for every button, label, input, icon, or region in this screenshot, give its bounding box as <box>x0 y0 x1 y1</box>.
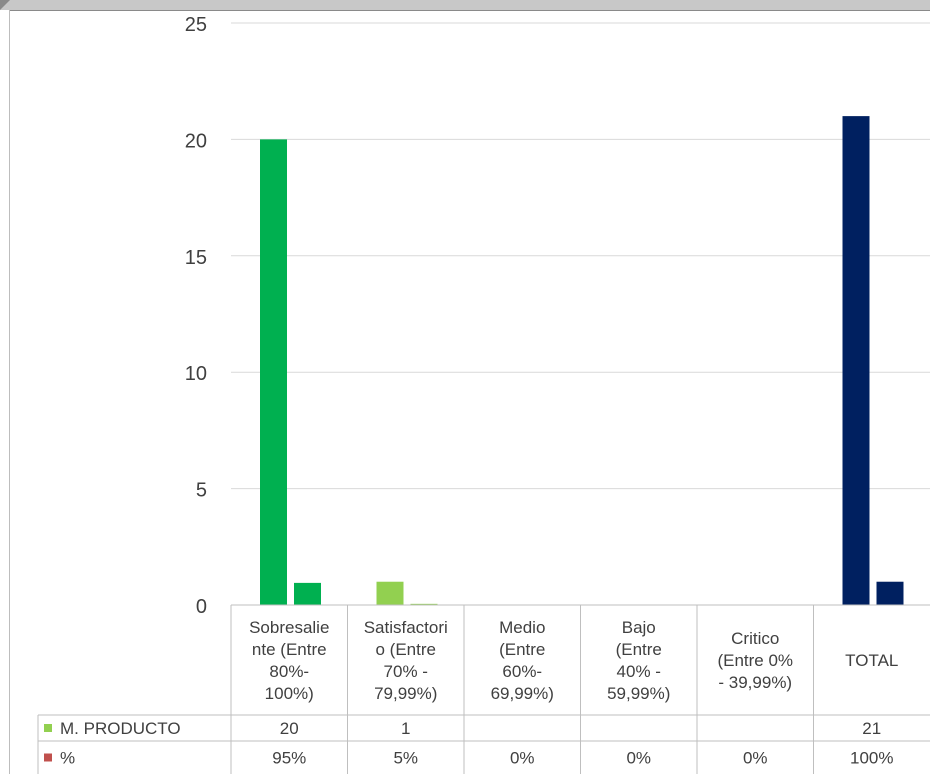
bar-m-producto <box>842 116 870 606</box>
bar-percent <box>294 582 321 605</box>
y-tick-label: 20 <box>185 130 207 152</box>
category-label: 79,99%) <box>374 684 437 703</box>
category-label: Bajo <box>622 618 656 637</box>
bar-percent <box>876 581 904 605</box>
category-label: nte (Entre <box>252 640 327 659</box>
category-label: o (Entre <box>376 640 436 659</box>
category-label: 80%- <box>269 662 309 681</box>
category-label: Medio <box>499 618 545 637</box>
y-tick-label: 15 <box>185 247 207 269</box>
table-cell: 20 <box>280 719 299 738</box>
bar-m-producto <box>260 139 287 605</box>
window-top-frame <box>0 0 930 11</box>
window-left-frame <box>0 10 10 774</box>
data-table: Sobresalie nte (Entre 80%- 100%) Satisfactor… <box>37 604 930 774</box>
y-tick-label: 10 <box>185 363 207 385</box>
table-cell: 0% <box>626 749 651 768</box>
category-label: (Entre <box>616 640 662 659</box>
y-tick-label: 25 <box>185 14 207 36</box>
table-cell: 21 <box>862 719 881 738</box>
category-label: 40% - <box>617 662 661 681</box>
table-cell: 5% <box>393 749 418 768</box>
category-label: Satisfactori <box>364 618 448 637</box>
category-label: TOTAL <box>845 651 898 670</box>
bar-m-producto <box>376 581 404 605</box>
category-label: (Entre 0% <box>717 651 793 670</box>
bar-percent <box>410 603 438 605</box>
category-label: 70% - <box>384 662 428 681</box>
legend-key-icon <box>44 724 52 732</box>
category-label: - 39,99%) <box>718 673 792 692</box>
table-cell: 0% <box>510 749 535 768</box>
category-label: 69,99%) <box>491 684 554 703</box>
category-label: Critico <box>731 629 779 648</box>
series-name: % <box>60 749 75 768</box>
table-cell: 0% <box>743 749 768 768</box>
table-cell: 100% <box>850 749 893 768</box>
y-tick-label: 5 <box>196 480 207 502</box>
series-name: M. PRODUCTO <box>60 719 181 738</box>
gridlines <box>231 22 930 490</box>
category-label: 100%) <box>265 684 314 703</box>
category-label: (Entre <box>499 640 545 659</box>
legend-key-icon <box>44 753 52 762</box>
resize-corner-icon <box>0 0 10 10</box>
bars <box>260 116 904 606</box>
y-tick-label: 0 <box>196 596 207 618</box>
category-label: 60%- <box>502 662 542 681</box>
category-label: 59,99%) <box>607 684 670 703</box>
category-label: Sobresalie <box>249 618 329 637</box>
y-axis: 0 5 10 15 20 25 <box>185 14 207 618</box>
table-cell: 1 <box>401 719 410 738</box>
table-cell: 95% <box>272 749 306 768</box>
